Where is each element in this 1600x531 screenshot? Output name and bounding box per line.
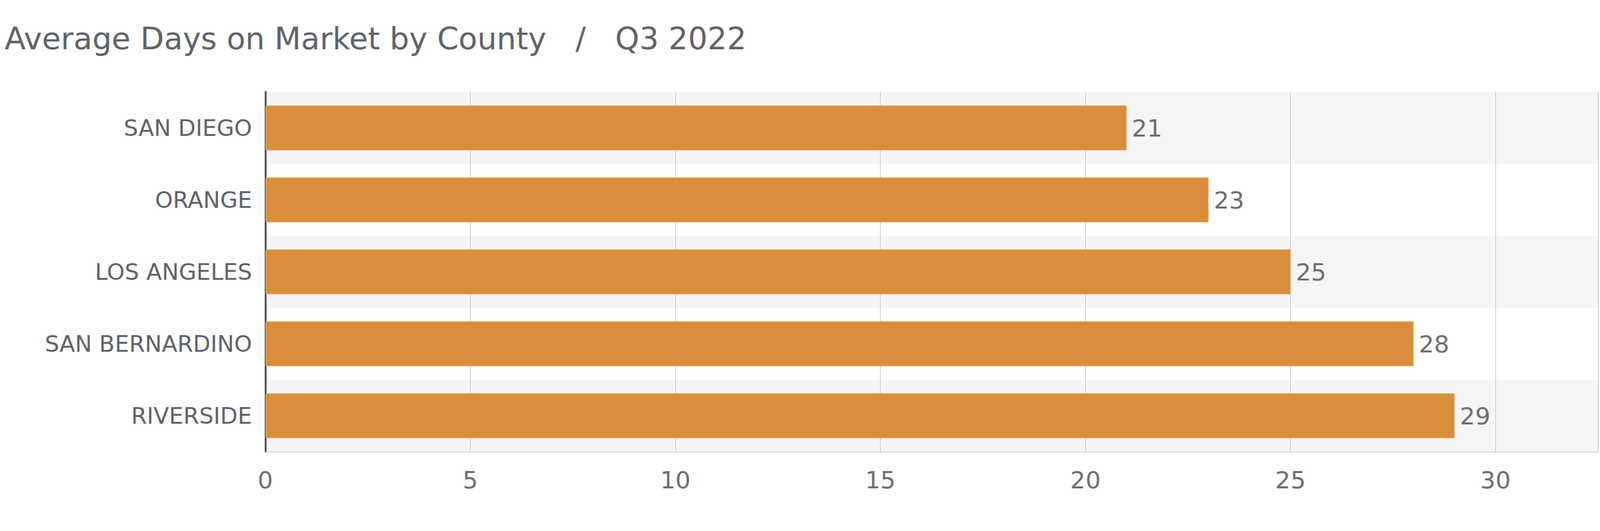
svg-text:RIVERSIDE: RIVERSIDE (131, 402, 252, 430)
svg-text:23: 23 (1214, 186, 1245, 214)
svg-text:28: 28 (1418, 330, 1450, 358)
svg-text:SAN DIEGO: SAN DIEGO (123, 114, 252, 142)
svg-text:20: 20 (1070, 466, 1101, 494)
svg-text:15: 15 (865, 466, 896, 494)
svg-text:Average Days on Market by Coun: Average Days on Market by County / Q3 20… (4, 20, 747, 57)
svg-text:5: 5 (462, 466, 478, 494)
svg-text:ORANGE: ORANGE (154, 186, 252, 214)
svg-text:25: 25 (1296, 258, 1327, 286)
svg-text:30: 30 (1480, 466, 1511, 494)
svg-text:29: 29 (1460, 402, 1491, 430)
svg-text:0: 0 (258, 466, 274, 494)
svg-text:21: 21 (1132, 114, 1163, 142)
svg-text:25: 25 (1275, 466, 1306, 494)
svg-text:10: 10 (660, 466, 691, 494)
svg-text:LOS ANGELES: LOS ANGELES (95, 258, 252, 286)
svg-text:SAN BERNARDINO: SAN BERNARDINO (44, 330, 252, 358)
